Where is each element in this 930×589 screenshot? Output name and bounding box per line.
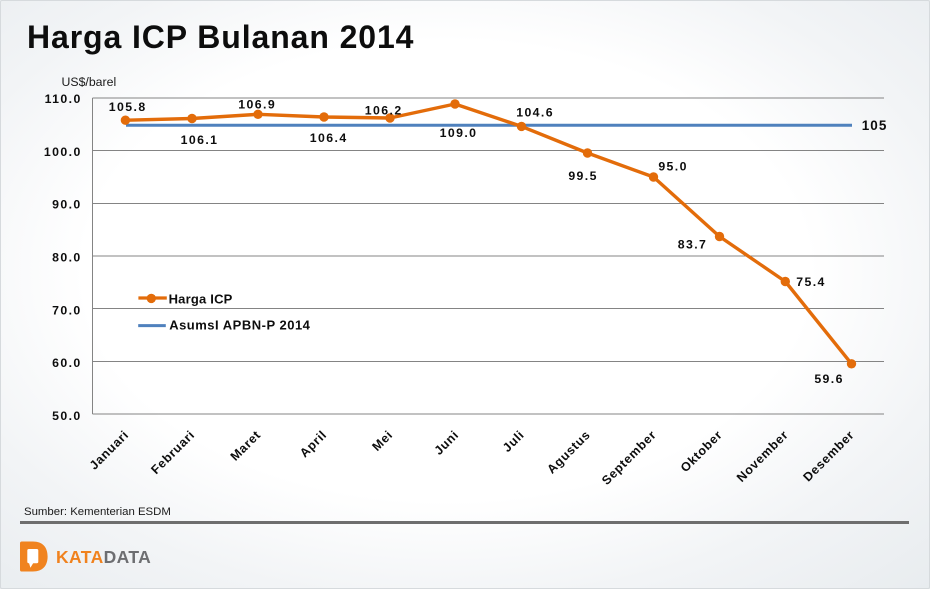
svg-text:AsumsI APBN-P 2014: AsumsI APBN-P 2014 [169, 318, 310, 333]
svg-text:105: 105 [862, 118, 888, 133]
svg-text:April: April [297, 428, 330, 461]
svg-text:Mei: Mei [370, 428, 396, 454]
svg-text:Oktober: Oktober [678, 428, 725, 475]
svg-text:104.6: 104.6 [516, 105, 554, 119]
svg-text:83.7: 83.7 [678, 237, 708, 251]
svg-text:106.4: 106.4 [310, 131, 348, 145]
svg-text:Maret: Maret [228, 428, 264, 464]
svg-text:70.0: 70.0 [52, 303, 82, 317]
svg-text:Harga ICP: Harga ICP [169, 292, 233, 307]
svg-text:106.2: 106.2 [365, 104, 403, 118]
svg-text:80.0: 80.0 [52, 251, 82, 265]
svg-text:Agustus: Agustus [544, 428, 593, 477]
svg-text:109.0: 109.0 [440, 126, 478, 140]
svg-text:100.0: 100.0 [44, 145, 82, 159]
svg-text:KATADATA: KATADATA [56, 547, 151, 567]
svg-text:99.5: 99.5 [568, 169, 598, 183]
svg-text:90.0: 90.0 [52, 198, 82, 212]
svg-text:105.8: 105.8 [109, 100, 147, 114]
svg-text:110.0: 110.0 [45, 92, 82, 106]
svg-text:Juni: Juni [432, 428, 462, 458]
svg-text:106.1: 106.1 [181, 133, 219, 147]
svg-text:September: September [599, 428, 659, 488]
svg-text:Januari: Januari [87, 428, 132, 473]
svg-text:50.0: 50.0 [52, 409, 82, 423]
svg-text:Februari: Februari [148, 428, 197, 477]
svg-text:Juli: Juli [500, 428, 527, 455]
svg-text:November: November [734, 428, 791, 485]
svg-text:106.9: 106.9 [238, 98, 276, 112]
svg-text:75.4: 75.4 [796, 275, 826, 289]
svg-text:Desember: Desember [801, 428, 858, 485]
svg-text:60.0: 60.0 [52, 356, 82, 370]
svg-text:95.0: 95.0 [658, 160, 688, 174]
svg-text:59.6: 59.6 [814, 372, 844, 386]
